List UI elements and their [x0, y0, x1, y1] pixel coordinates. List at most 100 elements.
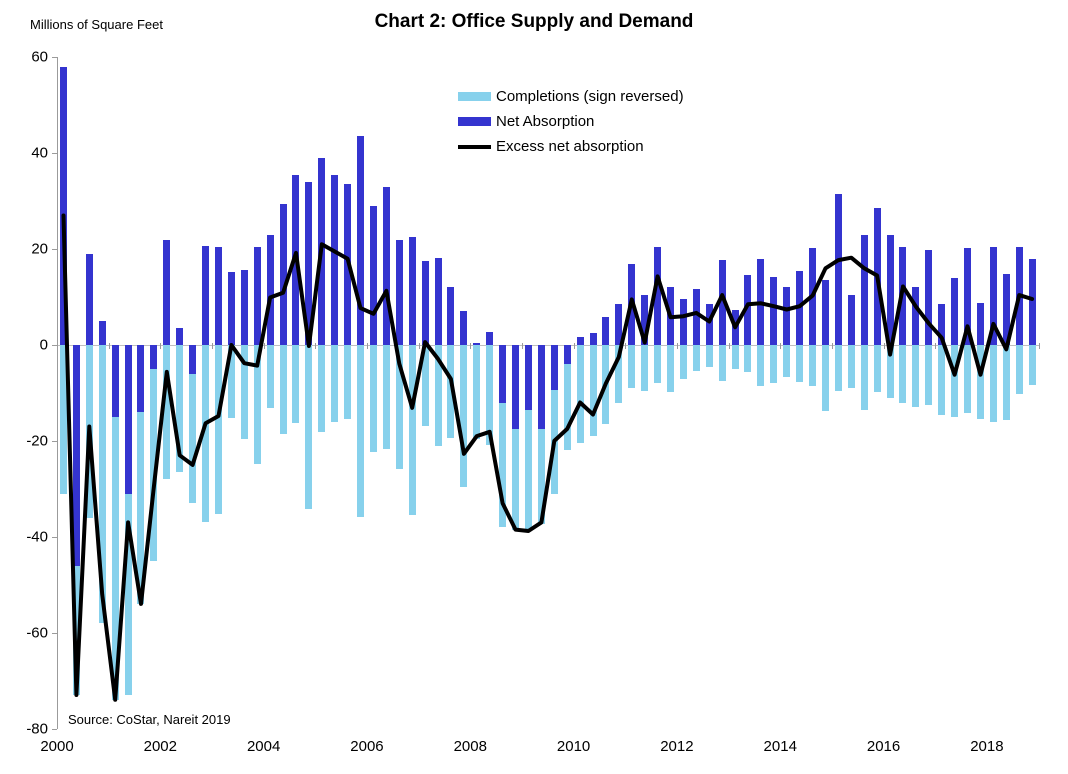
net-absorption-bar [692, 289, 700, 345]
y-tick [52, 345, 57, 346]
legend-item-completions: Completions (sign reversed) [458, 84, 684, 109]
completions-bar [679, 345, 687, 379]
x-tick-label: 2018 [970, 738, 1004, 755]
net-absorption-bar [227, 271, 235, 345]
completions-bar [938, 345, 946, 416]
legend-label-completions: Completions (sign reversed) [496, 88, 684, 105]
completions-bar [344, 345, 352, 420]
net-absorption-bar [718, 260, 726, 345]
y-tick [52, 728, 57, 730]
net-absorption-bar [602, 317, 610, 345]
completions-bar [1028, 345, 1036, 385]
completions-bar [369, 345, 377, 452]
completions-bar [137, 345, 145, 604]
completions-bar [318, 345, 326, 432]
net-absorption-bar [486, 331, 494, 345]
completions-bar [951, 345, 959, 418]
net-absorption-bar [111, 345, 119, 417]
x-tick [676, 343, 678, 349]
net-absorption-bar [654, 246, 662, 345]
net-absorption-bar [85, 253, 93, 345]
x-tick [160, 343, 162, 349]
completions-bar [576, 345, 584, 443]
net-absorption-bar [137, 345, 145, 413]
net-absorption-bar [499, 345, 507, 403]
completions-bar [279, 345, 287, 435]
completions-bar [783, 345, 791, 377]
completions-bar [821, 345, 829, 412]
completions-bar [331, 345, 339, 422]
completions-bar [550, 345, 558, 494]
x-tick [573, 343, 575, 349]
completions-bar [1015, 345, 1023, 395]
completions-bar [964, 345, 972, 414]
y-tick-label: 0 [39, 336, 48, 354]
completions-bar [202, 345, 210, 523]
net-absorption-bar [98, 321, 106, 345]
y-tick-label: -60 [26, 624, 48, 642]
completions-bar [976, 345, 984, 419]
x-tick-label: 2008 [453, 738, 487, 755]
net-absorption-bar [512, 345, 520, 430]
completions-bar [692, 345, 700, 372]
net-absorption-bar [240, 269, 248, 345]
net-absorption-bar [886, 234, 894, 345]
net-absorption-bar [589, 332, 597, 345]
net-absorption-bar [925, 250, 933, 345]
net-absorption-bar [331, 174, 339, 345]
completions-bar [524, 345, 532, 532]
net-absorption-bar [189, 345, 197, 374]
completions-bar [912, 345, 920, 408]
net-absorption-bar [434, 257, 442, 345]
net-absorption-bar [860, 234, 868, 345]
net-absorption-bar [395, 239, 403, 345]
completions-swatch-icon [458, 92, 491, 101]
x-tick [263, 343, 265, 349]
completions-bar [589, 345, 597, 437]
y-tick [52, 536, 57, 538]
y-tick-label: -40 [26, 528, 48, 546]
completions-bar [266, 345, 274, 408]
completions-bar [189, 345, 197, 504]
y-tick-label: 40 [31, 144, 48, 162]
legend-label-net-absorption: Net Absorption [496, 113, 595, 130]
net-absorption-bar [473, 342, 481, 345]
net-absorption-swatch-icon [458, 117, 491, 126]
net-absorption-bar [576, 336, 584, 345]
x-tick-label: 2006 [350, 738, 384, 755]
y-tick-label: 20 [31, 240, 48, 258]
x-tick-label: 2000 [40, 738, 74, 755]
x-tick-label: 2010 [556, 738, 591, 755]
net-absorption-bar [783, 287, 791, 345]
completions-bar [886, 345, 894, 398]
completions-bar [873, 345, 881, 392]
completions-bar [1002, 345, 1010, 420]
net-absorption-bar [834, 193, 842, 345]
net-absorption-bar [615, 304, 623, 345]
completions-bar [421, 345, 429, 427]
legend-item-excess: Excess net absorption [458, 134, 684, 159]
net-absorption-bar [679, 299, 687, 345]
net-absorption-bar [421, 261, 429, 345]
net-absorption-bar [176, 328, 184, 345]
x-tick [315, 343, 317, 349]
excess-net-absorption-line [61, 213, 1035, 702]
net-absorption-bar [150, 345, 158, 369]
net-absorption-bar [305, 181, 313, 345]
x-tick [1038, 343, 1040, 349]
x-tick [470, 343, 472, 349]
y-tick [52, 249, 57, 251]
completions-bar [989, 345, 997, 422]
x-tick-label: 2012 [660, 738, 694, 755]
completions-bar [111, 345, 119, 700]
completions-bar [150, 345, 158, 561]
completions-bar [731, 345, 739, 369]
net-absorption-bar [1002, 274, 1010, 345]
net-absorption-bar [744, 274, 752, 345]
net-absorption-bar [976, 303, 984, 345]
x-tick [625, 343, 627, 349]
completions-bar [860, 345, 868, 410]
x-tick [418, 343, 420, 349]
